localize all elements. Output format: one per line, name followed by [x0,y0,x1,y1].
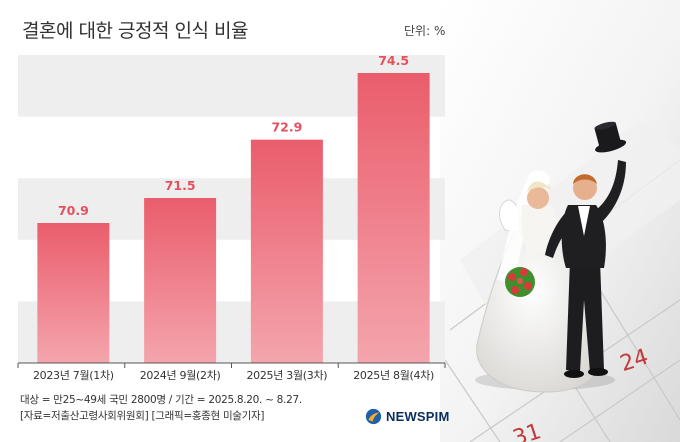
data-label: 74.5 [378,53,409,68]
bar [357,73,430,363]
newspim-logo-icon [365,408,382,424]
x-tick-label: 2025년 8월(4차) [353,369,434,382]
chart-title: 결혼에 대한 긍정적 인식 비율 [22,20,248,42]
calendar-date-31: 31 [510,419,544,442]
source-credit: [자료=저출산고령사회위원회] [그래픽=홍종현 미술기자] [20,410,265,422]
bar [37,223,110,363]
unit-label: 단위: % [404,24,446,38]
bar [144,198,217,363]
data-label: 72.9 [271,120,302,135]
bar [250,139,323,363]
data-label: 71.5 [165,178,196,193]
x-tick-label: 2023년 7월(1차) [33,369,114,382]
data-label: 70.9 [58,203,89,218]
newspim-logo: NEWSPIM [365,406,450,426]
x-tick-label: 2025년 3월(3차) [246,369,327,382]
survey-note: 대상 = 만25~49세 국민 2800명 / 기간 = 2025.8.20. … [20,394,302,406]
logo-text: NEWSPIM [386,408,450,424]
x-tick-label: 2024년 9월(2차) [140,369,221,382]
